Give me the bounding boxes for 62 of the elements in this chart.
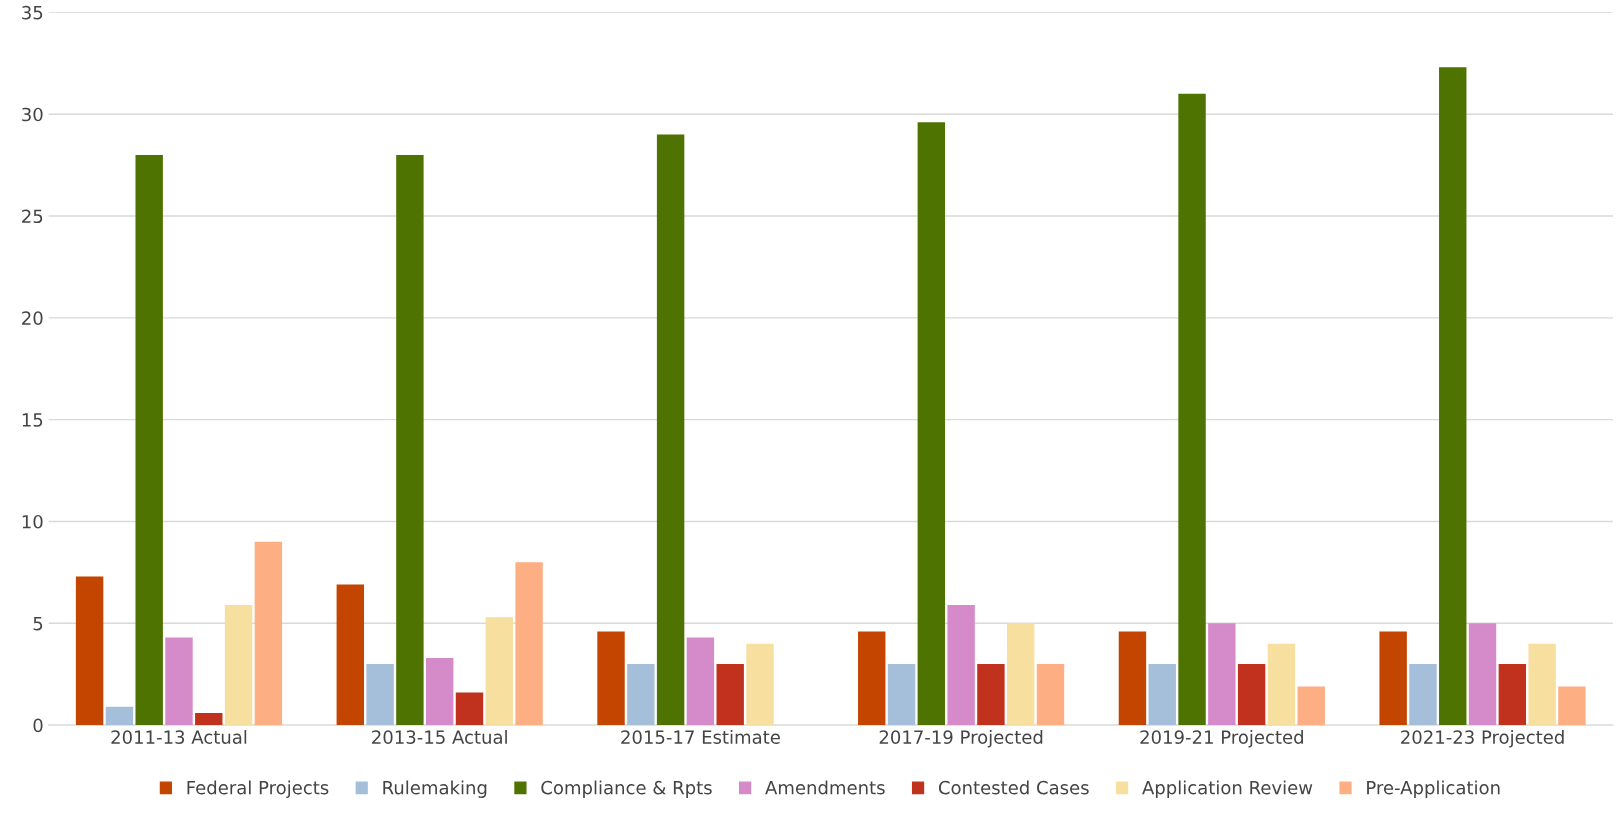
bar [366,664,394,726]
bar [1468,623,1497,726]
bar [917,122,946,726]
bar [627,664,655,726]
bar [1178,93,1206,726]
bar [1267,643,1296,726]
bar [1379,631,1407,726]
x-tick-label: 2013-15 Actual [372,729,507,744]
y-tick-label: 0 [33,718,43,733]
bar [195,712,223,726]
legend-label: Amendments [765,780,885,795]
y-tick-label: 25 [22,209,43,224]
bar [485,617,513,726]
bar [1439,67,1467,726]
bar [977,664,1005,726]
legend-label: Application Review [1142,780,1313,798]
bar [254,541,283,726]
y-tick-label: 30 [22,107,43,122]
x-tick-label: 2015-17 Estimate [621,729,780,744]
bar [396,154,424,726]
legend-label: Contested Cases [938,780,1089,795]
bar [1208,623,1236,726]
bar [515,562,543,726]
bar [224,604,253,726]
bar [1528,643,1556,726]
x-tick-label: 2021-23 Projected [1401,729,1564,748]
y-tick-label: 15 [22,413,43,427]
bar [887,664,916,726]
y-tick-label: 20 [22,311,43,325]
x-tick-label: 2017-19 Projected [879,729,1043,748]
bar [686,637,715,726]
y-tick-label: 5 [33,616,43,631]
bar [1498,664,1527,726]
x-tick-label: 2019-21 Projected [1140,729,1303,748]
bar [746,643,774,726]
bar [1237,664,1266,726]
bar [1118,631,1147,726]
legend-label: Rulemaking [383,780,487,798]
bar [947,604,975,726]
bar [75,576,104,726]
bar [105,706,134,726]
bar [1148,664,1176,726]
bar [455,692,484,726]
bar [135,154,163,726]
bar [1036,664,1065,726]
bar [1007,623,1035,726]
bar [1297,686,1325,726]
bar [336,584,365,726]
bar [1558,686,1586,726]
bar [425,657,454,726]
bar [597,631,625,726]
bar [165,637,193,726]
legend-label: Federal Projects [187,780,329,798]
bar [1409,664,1437,726]
x-tick-label: 2011-13 Actual [111,729,247,744]
bar [656,134,685,726]
legend-label: Compliance & Rpts [541,780,712,798]
bar [858,631,886,726]
y-tick-label: 10 [22,514,43,529]
legend-label: Pre-Application [1367,780,1500,798]
y-tick-label: 35 [22,5,43,20]
bar [716,664,744,726]
